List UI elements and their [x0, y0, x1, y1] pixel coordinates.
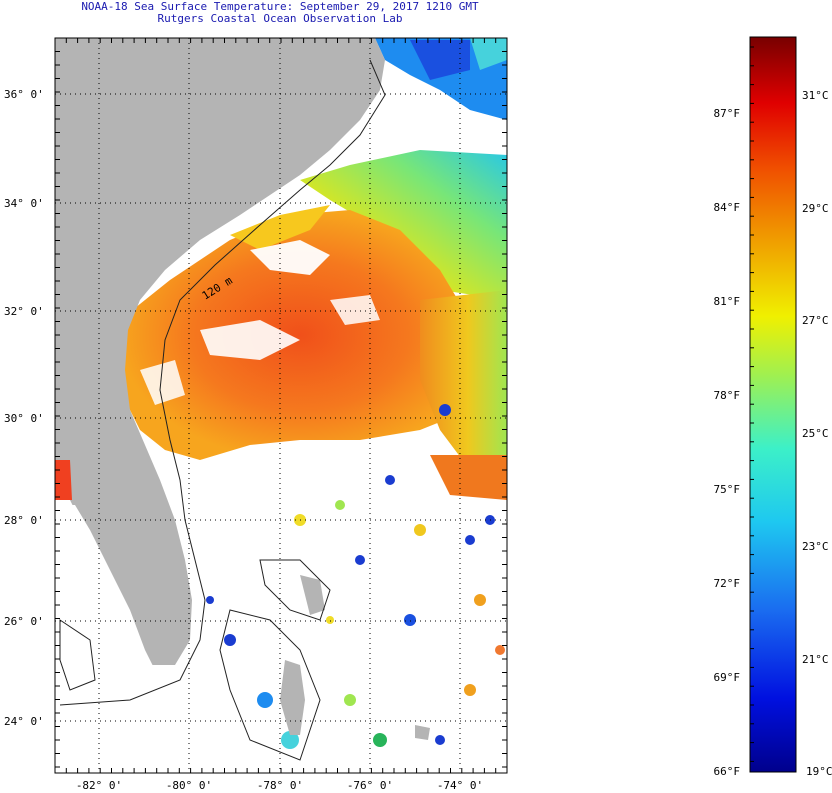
map-title: NOAA-18 Sea Surface Temperature: Septemb… — [81, 0, 479, 13]
colorbar-f-label: 87°F — [714, 107, 741, 120]
colorbar-c-label: 31°C — [802, 89, 829, 102]
temperature-colorbar: 87°F 84°F 81°F 78°F 75°F 72°F 69°F 66°F … — [714, 36, 832, 778]
land-mainland — [55, 38, 385, 665]
sst-east-region — [420, 290, 507, 470]
colorbar-c-label: 27°C — [802, 314, 829, 327]
grid-lines — [55, 38, 507, 773]
sst-gulf-stream — [120, 210, 480, 460]
colorbar-f-label: 81°F — [714, 295, 741, 308]
colorbar-f-label: 72°F — [714, 577, 741, 590]
lat-label: 36° 0' — [4, 88, 44, 101]
map-subtitle: Rutgers Coastal Ocean Observation Lab — [157, 12, 403, 25]
sst-north-region — [300, 150, 507, 300]
lat-label: 30° 0' — [4, 412, 44, 425]
lat-label: 26° 0' — [4, 615, 44, 628]
lat-label: 32° 0' — [4, 305, 44, 318]
colorbar-c-label: 21°C — [802, 653, 829, 666]
lat-label: 24° 0' — [4, 715, 44, 728]
colorbar-c-label: 19°C — [806, 765, 832, 778]
colorbar-f-label: 69°F — [714, 671, 741, 684]
lon-label: -74° 0' — [437, 779, 483, 792]
lon-label: -82° 0' — [76, 779, 122, 792]
land-bahamas — [280, 660, 305, 735]
colorbar-f-label: 78°F — [714, 389, 741, 402]
colorbar-f-label: 66°F — [714, 765, 741, 778]
isobath-contour — [59, 59, 386, 706]
colorbar-c-label: 23°C — [802, 540, 829, 553]
lat-label: 34° 0' — [4, 197, 44, 210]
colorbar-f-label: 84°F — [714, 201, 741, 214]
latitude-labels: 36° 0' 34° 0' 32° 0' 30° 0' 28° 0' 26° 0… — [4, 88, 44, 728]
colorbar-c-label: 25°C — [802, 427, 829, 440]
lat-label: 28° 0' — [4, 514, 44, 527]
colorbar-gradient — [749, 36, 797, 773]
longitude-labels: -82° 0' -80° 0' -78° 0' -76° 0' -74° 0' — [76, 779, 483, 792]
lon-label: -78° 0' — [257, 779, 303, 792]
colorbar-c-label: 29°C — [802, 202, 829, 215]
lon-label: -76° 0' — [347, 779, 393, 792]
colorbar-f-label: 75°F — [714, 483, 741, 496]
lon-label: -80° 0' — [166, 779, 212, 792]
cold-water-north — [375, 38, 507, 120]
